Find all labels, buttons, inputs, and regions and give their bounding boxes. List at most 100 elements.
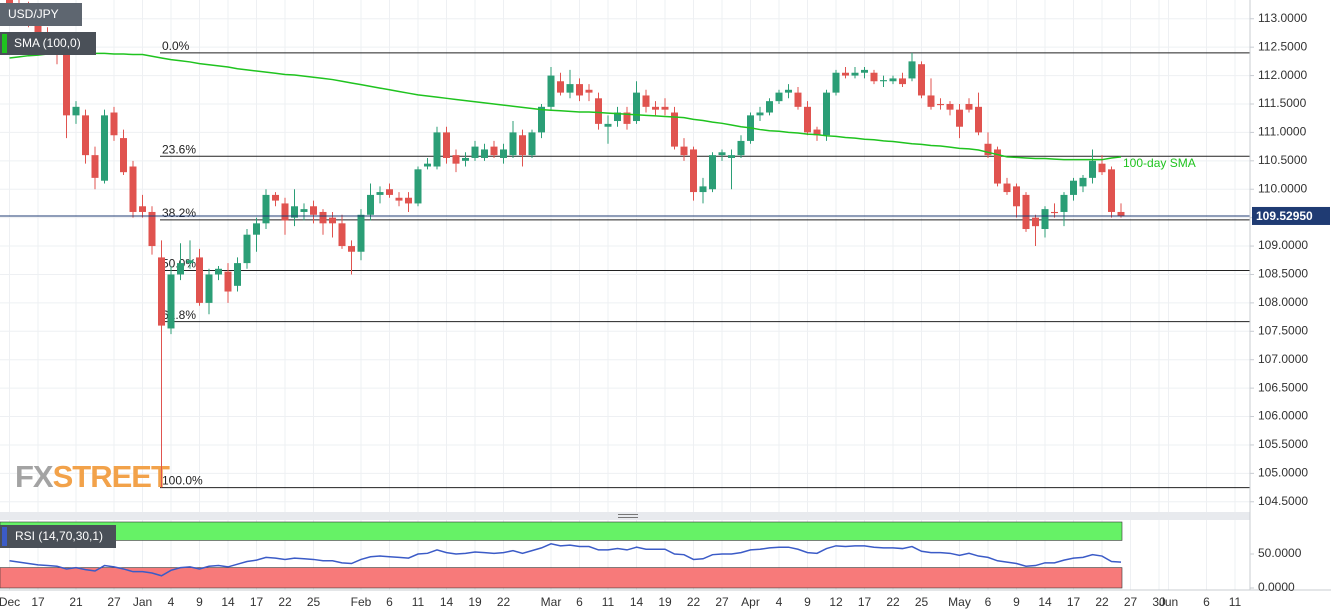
chart-title: USD/JPY [8,7,59,21]
candle-body [281,203,289,221]
grid [0,0,1250,590]
x-tick-label: 11 [412,595,425,609]
symbol-box[interactable] [0,3,82,26]
x-tick-label: Mar [541,595,562,609]
candle-body [614,112,621,122]
x-tick-label: 9 [1013,595,1020,609]
y-tick-label: 111.0000 [1258,125,1307,139]
candle-body [443,132,450,158]
candle-body [376,192,384,195]
candle-body [984,143,992,156]
rsi-line [9,543,1122,577]
y-tick-label: 106.0000 [1258,409,1308,423]
y-tick-label: 108.0000 [1258,295,1308,309]
x-tick-label: 17 [1067,595,1081,609]
x-tick-label: 25 [915,595,929,609]
y-tick-label: 106.5000 [1258,380,1308,394]
x-tick-label: 9 [804,595,811,609]
price-plot: 0.0%23.6%38.2%50.0%61.8%100.0% [0,0,1250,489]
candle-body [604,123,612,127]
candle-body [101,115,108,181]
candle-body [766,101,773,113]
candle-body [813,129,821,136]
candle-body [794,92,802,107]
candle-body [234,263,241,286]
x-tick-label: 14 [440,595,454,609]
fib-label: 23.6% [162,142,196,156]
candle-body [623,112,631,124]
y-tick-label: 111.5000 [1258,96,1307,110]
candle-body [1051,211,1058,214]
candle-body [1032,217,1039,227]
rsi-swatch [2,527,7,546]
candle-body [158,257,165,326]
candle-body [186,260,194,264]
candle-body [1098,163,1106,173]
candle-body [737,140,745,156]
rsi-plot [0,521,1123,589]
candle-body [243,234,251,264]
x-tick-label: 25 [307,595,321,609]
y-tick-label: 112.0000 [1258,68,1307,82]
y-tick-label: 104.5000 [1258,494,1308,508]
candle-body [319,211,327,224]
x-tick-label: 6 [576,595,583,609]
pane-separator[interactable] [0,512,1250,520]
x-tick-label: 11 [1229,595,1242,609]
candle-body [775,92,783,102]
candle-body [585,89,593,93]
candle-body [1117,211,1125,216]
candle-body [994,149,1001,184]
candle-body [965,103,973,110]
x-tick-label: 17 [858,595,872,609]
candle-body [1089,160,1096,178]
candle-body [405,197,412,204]
x-tick-label: 14 [630,595,644,609]
candle-body [329,217,336,224]
candle-body [414,169,422,204]
x-tick-label: May [948,595,971,609]
candle-body [861,69,868,73]
x-tick-label: Jan [133,595,152,609]
candle-body [528,132,536,156]
candle-body [310,206,317,215]
candle-body [262,194,270,224]
candle-body [433,132,441,167]
candle-body [72,106,80,116]
legend-swatch [2,34,7,53]
x-tick-label: Dec [0,595,20,609]
candle-body [167,274,175,329]
candle-body [509,132,517,156]
rsi-y-tick-label: 50.0000 [1258,546,1302,560]
candle-body [462,157,469,161]
candle-body [842,72,849,76]
last-price-box [1252,206,1330,225]
candle-body [709,155,716,190]
candle-body [215,268,222,275]
y-tick-label: 107.0000 [1258,352,1308,366]
candle-body [1013,186,1020,207]
x-tick-label: 22 [1095,595,1109,609]
candle-body [471,146,479,158]
x-tick-label: Feb [351,595,372,609]
x-tick-label: 22 [497,595,511,609]
candle-body [253,223,260,235]
legend-box[interactable] [0,32,96,55]
x-tick-label: 19 [658,595,672,609]
candle-body [851,72,859,76]
x-tick-label: 27 [715,595,729,609]
rsi-y-tick-label: 0.0000 [1258,580,1295,594]
candle-body [870,72,878,82]
fib-label: 38.2% [162,206,196,220]
candle-body [899,78,906,85]
candle-body [481,149,488,158]
rsi-title-box[interactable] [0,525,116,548]
candle-body [642,95,650,107]
candle-body [424,163,431,167]
candle-body [576,84,583,96]
oversold-band [0,567,1123,589]
candle-body [110,112,118,136]
candle-body [300,209,308,212]
candle-body [91,155,99,178]
